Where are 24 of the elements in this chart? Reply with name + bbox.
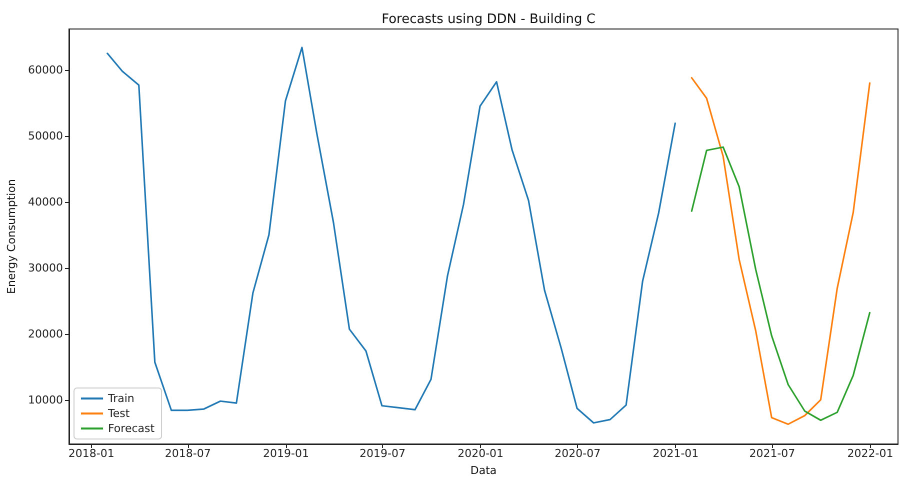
y-tick-label: 60000 <box>28 63 63 76</box>
x-tick-label: 2021-01 <box>652 447 699 460</box>
x-tick-label: 2018-07 <box>164 447 211 460</box>
x-tick-label: 2019-07 <box>359 447 406 460</box>
legend-label: Train <box>107 392 134 405</box>
x-axis-title: Data <box>470 464 497 477</box>
chart-title: Forecasts using DDN - Building C <box>382 12 596 27</box>
legend-label: Forecast <box>108 422 156 435</box>
y-tick-label: 30000 <box>28 261 63 274</box>
y-axis-title: Energy Consumption <box>5 179 18 294</box>
x-tick-label: 2022-01 <box>847 447 894 460</box>
x-tick-label: 2020-01 <box>458 447 504 460</box>
x-tick-label: 2018-01 <box>68 447 114 460</box>
y-tick-label: 10000 <box>28 393 63 406</box>
x-tick-label: 2019-01 <box>262 447 309 460</box>
line-series <box>106 46 676 424</box>
line-series <box>690 77 871 426</box>
y-tick-label: 50000 <box>28 129 63 142</box>
y-tick-label: 20000 <box>28 327 63 340</box>
line-series <box>690 146 871 422</box>
x-tick-label: 2021-07 <box>749 447 796 460</box>
legend-label: Test <box>107 407 130 420</box>
y-tick-label: 40000 <box>28 195 63 208</box>
x-tick-label: 2020-07 <box>554 447 601 460</box>
